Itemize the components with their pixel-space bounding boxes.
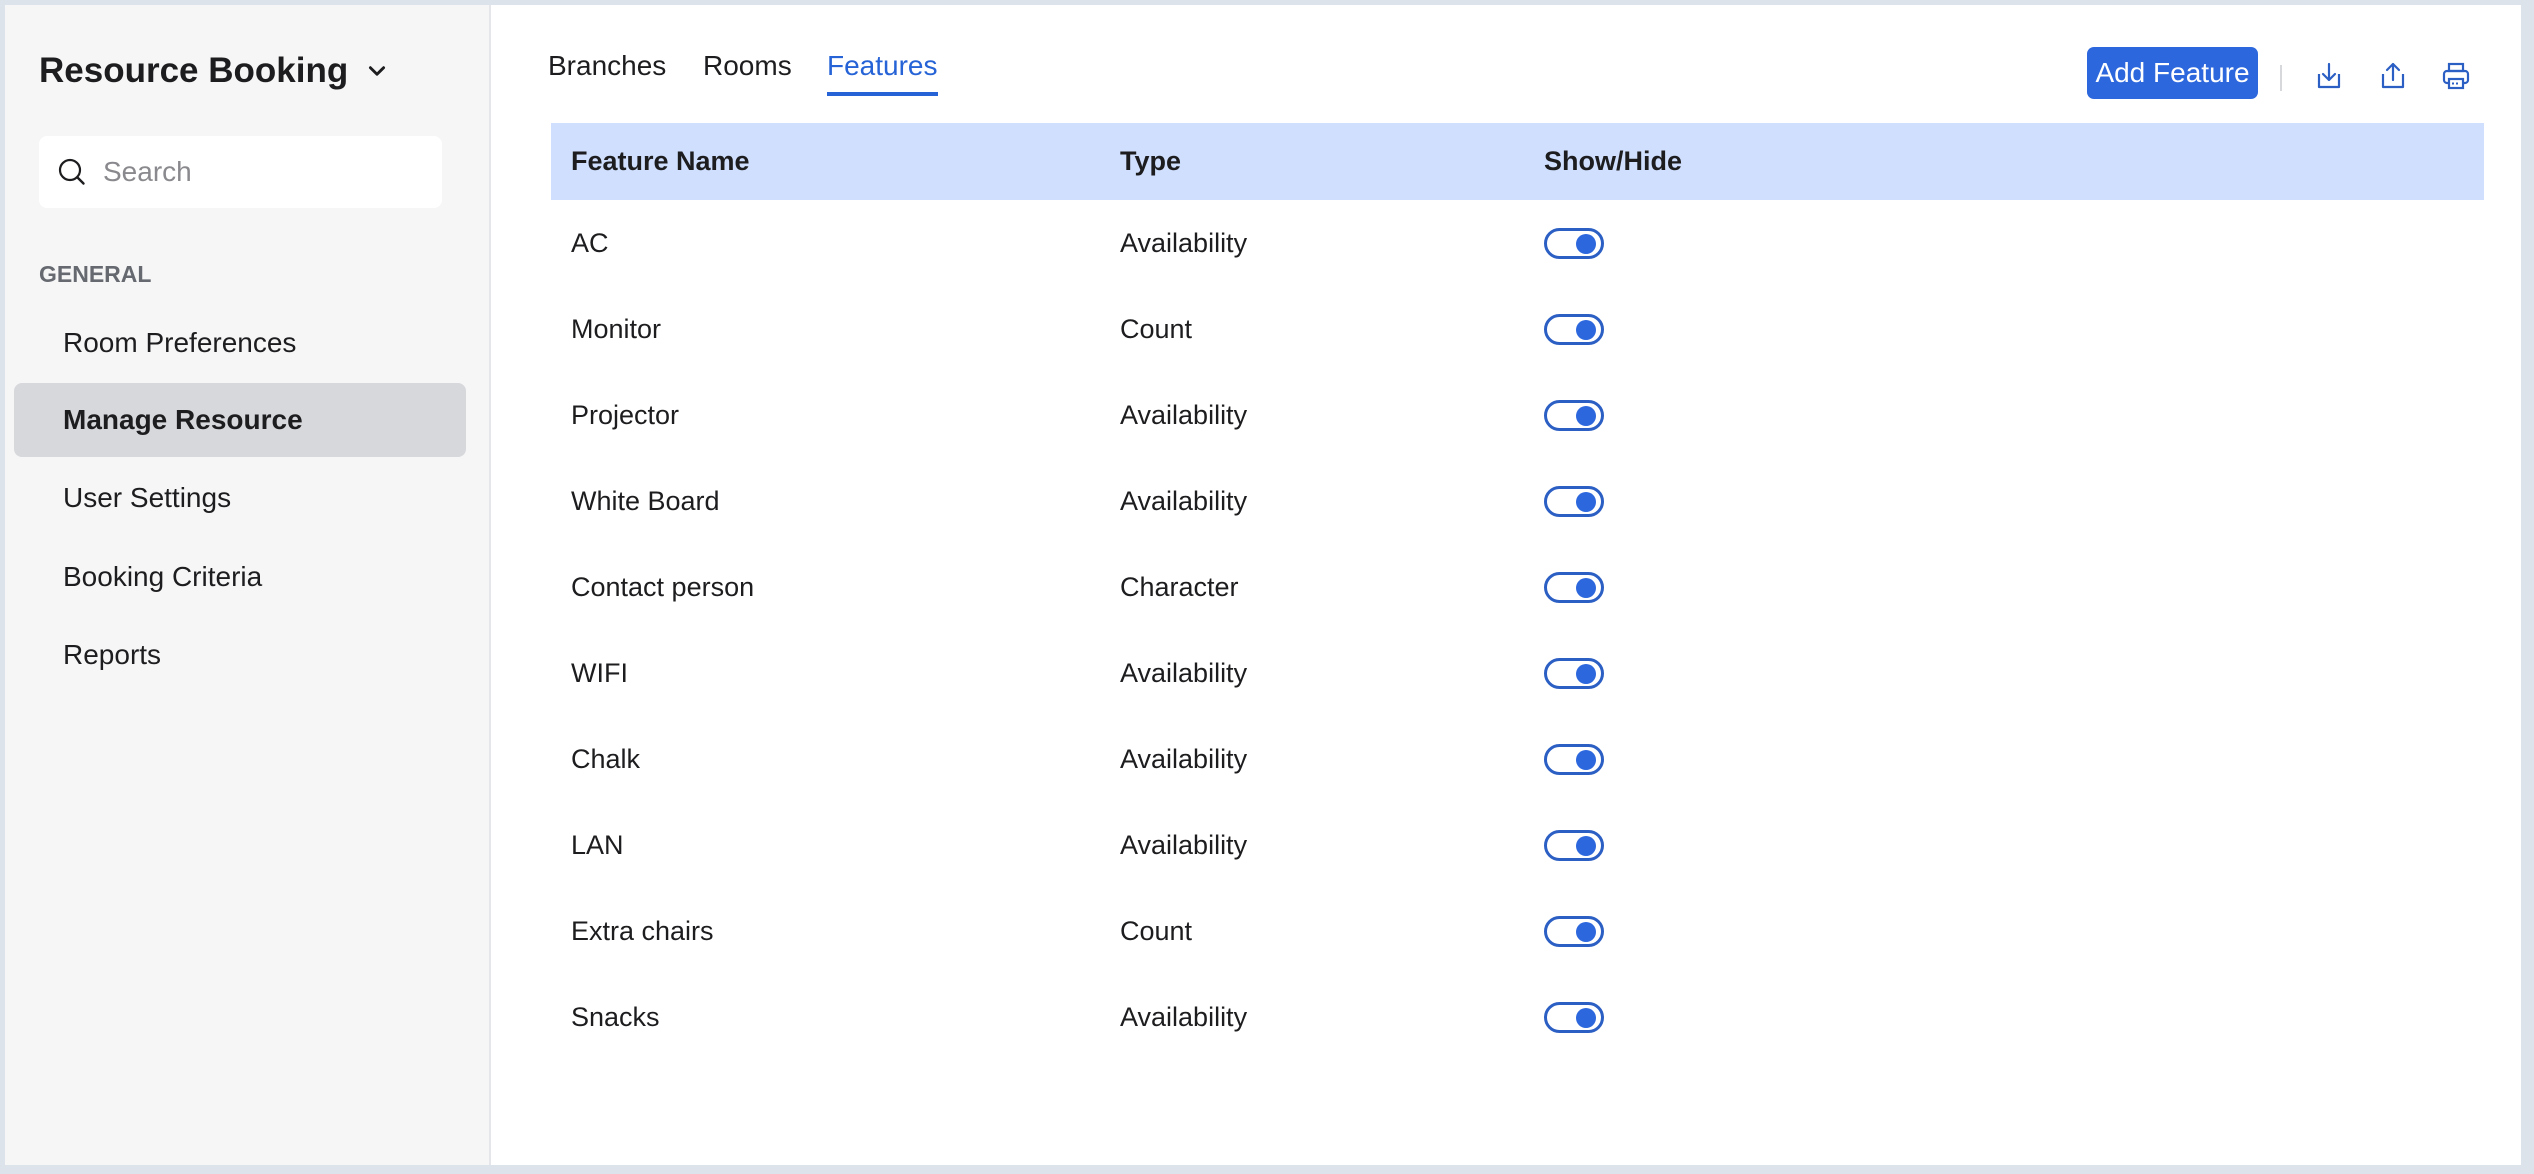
show-hide-cell bbox=[1544, 571, 2484, 603]
table-row: Monitor Count bbox=[551, 286, 2484, 372]
show-hide-toggle[interactable] bbox=[1544, 227, 1604, 259]
column-header-type[interactable]: Type bbox=[1120, 146, 1182, 176]
feature-type-cell: Availability bbox=[1120, 657, 1248, 688]
toggle-knob bbox=[1576, 233, 1596, 254]
toggle-knob bbox=[1576, 749, 1596, 770]
main-content: Branches Rooms Features Add Feature Feat… bbox=[491, 5, 2521, 1165]
feature-name-cell: Snacks bbox=[571, 1001, 660, 1032]
section-label-general: GENERAL bbox=[39, 261, 152, 287]
app-window: Resource Booking GENERAL Room Preference… bbox=[5, 5, 2521, 1165]
sidebar-item-manage-resource[interactable]: Manage Resource bbox=[14, 383, 466, 457]
table-row: Chalk Availability bbox=[551, 716, 2484, 802]
sidebar-item-reports[interactable]: Reports bbox=[63, 639, 162, 670]
feature-type-cell: Availability bbox=[1120, 485, 1248, 516]
search-input[interactable] bbox=[103, 156, 403, 188]
feature-name-cell: Chalk bbox=[571, 743, 641, 774]
toggle-knob bbox=[1576, 835, 1596, 856]
features-table: Feature Name Type Show/Hide AC Availabili… bbox=[551, 123, 2484, 1060]
sidebar-item-booking-criteria[interactable]: Booking Criteria bbox=[63, 561, 263, 592]
sidebar-item-user-settings[interactable]: User Settings bbox=[63, 482, 232, 513]
show-hide-toggle[interactable] bbox=[1544, 571, 1604, 603]
feature-name-cell: White Board bbox=[571, 485, 720, 516]
toggle-knob bbox=[1576, 491, 1596, 512]
feature-name-cell: Contact person bbox=[571, 571, 755, 602]
table-row: White Board Availability bbox=[551, 458, 2484, 544]
column-header-feature-name[interactable]: Feature Name bbox=[571, 146, 750, 176]
search-box bbox=[39, 136, 442, 208]
toolbar-divider bbox=[2280, 65, 2282, 91]
feature-name-cell: Extra chairs bbox=[571, 915, 714, 946]
chevron-down-icon bbox=[369, 66, 386, 76]
toggle-knob bbox=[1576, 921, 1596, 942]
tab-features[interactable]: Features bbox=[827, 50, 938, 96]
show-hide-toggle[interactable] bbox=[1544, 485, 1604, 517]
toggle-knob bbox=[1576, 577, 1596, 598]
table-row: LAN Availability bbox=[551, 802, 2484, 888]
search-icon bbox=[58, 158, 85, 185]
toggle-knob bbox=[1576, 1007, 1596, 1028]
toggle-knob bbox=[1576, 319, 1596, 340]
show-hide-cell bbox=[1544, 227, 2484, 259]
sidebar: Resource Booking GENERAL Room Preference… bbox=[5, 5, 491, 1165]
sidebar-item-room-preferences[interactable]: Room Preferences bbox=[63, 327, 297, 358]
feature-name-cell: Projector bbox=[571, 399, 680, 430]
table-row: Projector Availability bbox=[551, 372, 2484, 458]
show-hide-toggle[interactable] bbox=[1544, 657, 1604, 689]
show-hide-cell bbox=[1544, 485, 2484, 517]
feature-name-cell: WIFI bbox=[571, 657, 628, 688]
tab-rooms[interactable]: Rooms bbox=[703, 50, 792, 81]
show-hide-cell bbox=[1544, 399, 2484, 431]
feature-type-cell: Availability bbox=[1120, 829, 1248, 860]
export-icon[interactable] bbox=[2377, 60, 2409, 92]
feature-name-cell: AC bbox=[571, 227, 609, 258]
show-hide-toggle[interactable] bbox=[1544, 313, 1604, 345]
add-feature-button[interactable]: Add Feature bbox=[2087, 47, 2258, 99]
tab-branches[interactable]: Branches bbox=[548, 50, 667, 81]
table-row: AC Availability bbox=[551, 200, 2484, 286]
toggle-knob bbox=[1576, 405, 1596, 426]
feature-type-cell: Availability bbox=[1120, 743, 1248, 774]
show-hide-cell bbox=[1544, 743, 2484, 775]
show-hide-toggle[interactable] bbox=[1544, 915, 1604, 947]
table-row: Snacks Availability bbox=[551, 974, 2484, 1060]
app-title: Resource Booking bbox=[39, 51, 349, 90]
app-switcher[interactable]: Resource Booking bbox=[39, 51, 388, 91]
feature-type-cell: Availability bbox=[1120, 1001, 1248, 1032]
print-icon[interactable] bbox=[2440, 60, 2472, 92]
show-hide-toggle[interactable] bbox=[1544, 399, 1604, 431]
show-hide-toggle[interactable] bbox=[1544, 1001, 1604, 1033]
show-hide-cell bbox=[1544, 657, 2484, 689]
show-hide-toggle[interactable] bbox=[1544, 743, 1604, 775]
table-row: Extra chairs Count bbox=[551, 888, 2484, 974]
table-row: Contact person Character bbox=[551, 544, 2484, 630]
feature-type-cell: Character bbox=[1120, 571, 1239, 602]
show-hide-cell bbox=[1544, 1001, 2484, 1033]
download-icon[interactable] bbox=[2313, 60, 2345, 92]
toggle-knob bbox=[1576, 663, 1596, 684]
show-hide-cell bbox=[1544, 313, 2484, 345]
feature-name-cell: Monitor bbox=[571, 313, 662, 344]
table-row: WIFI Availability bbox=[551, 630, 2484, 716]
table-header: Feature Name Type Show/Hide bbox=[551, 123, 2484, 200]
feature-type-cell: Count bbox=[1120, 313, 1193, 344]
feature-type-cell: Availability bbox=[1120, 227, 1248, 258]
show-hide-cell bbox=[1544, 829, 2484, 861]
show-hide-toggle[interactable] bbox=[1544, 829, 1604, 861]
feature-name-cell: LAN bbox=[571, 829, 624, 860]
show-hide-cell bbox=[1544, 915, 2484, 947]
feature-type-cell: Count bbox=[1120, 915, 1193, 946]
column-header-show-hide[interactable]: Show/Hide bbox=[1544, 146, 1683, 176]
feature-type-cell: Availability bbox=[1120, 399, 1248, 430]
